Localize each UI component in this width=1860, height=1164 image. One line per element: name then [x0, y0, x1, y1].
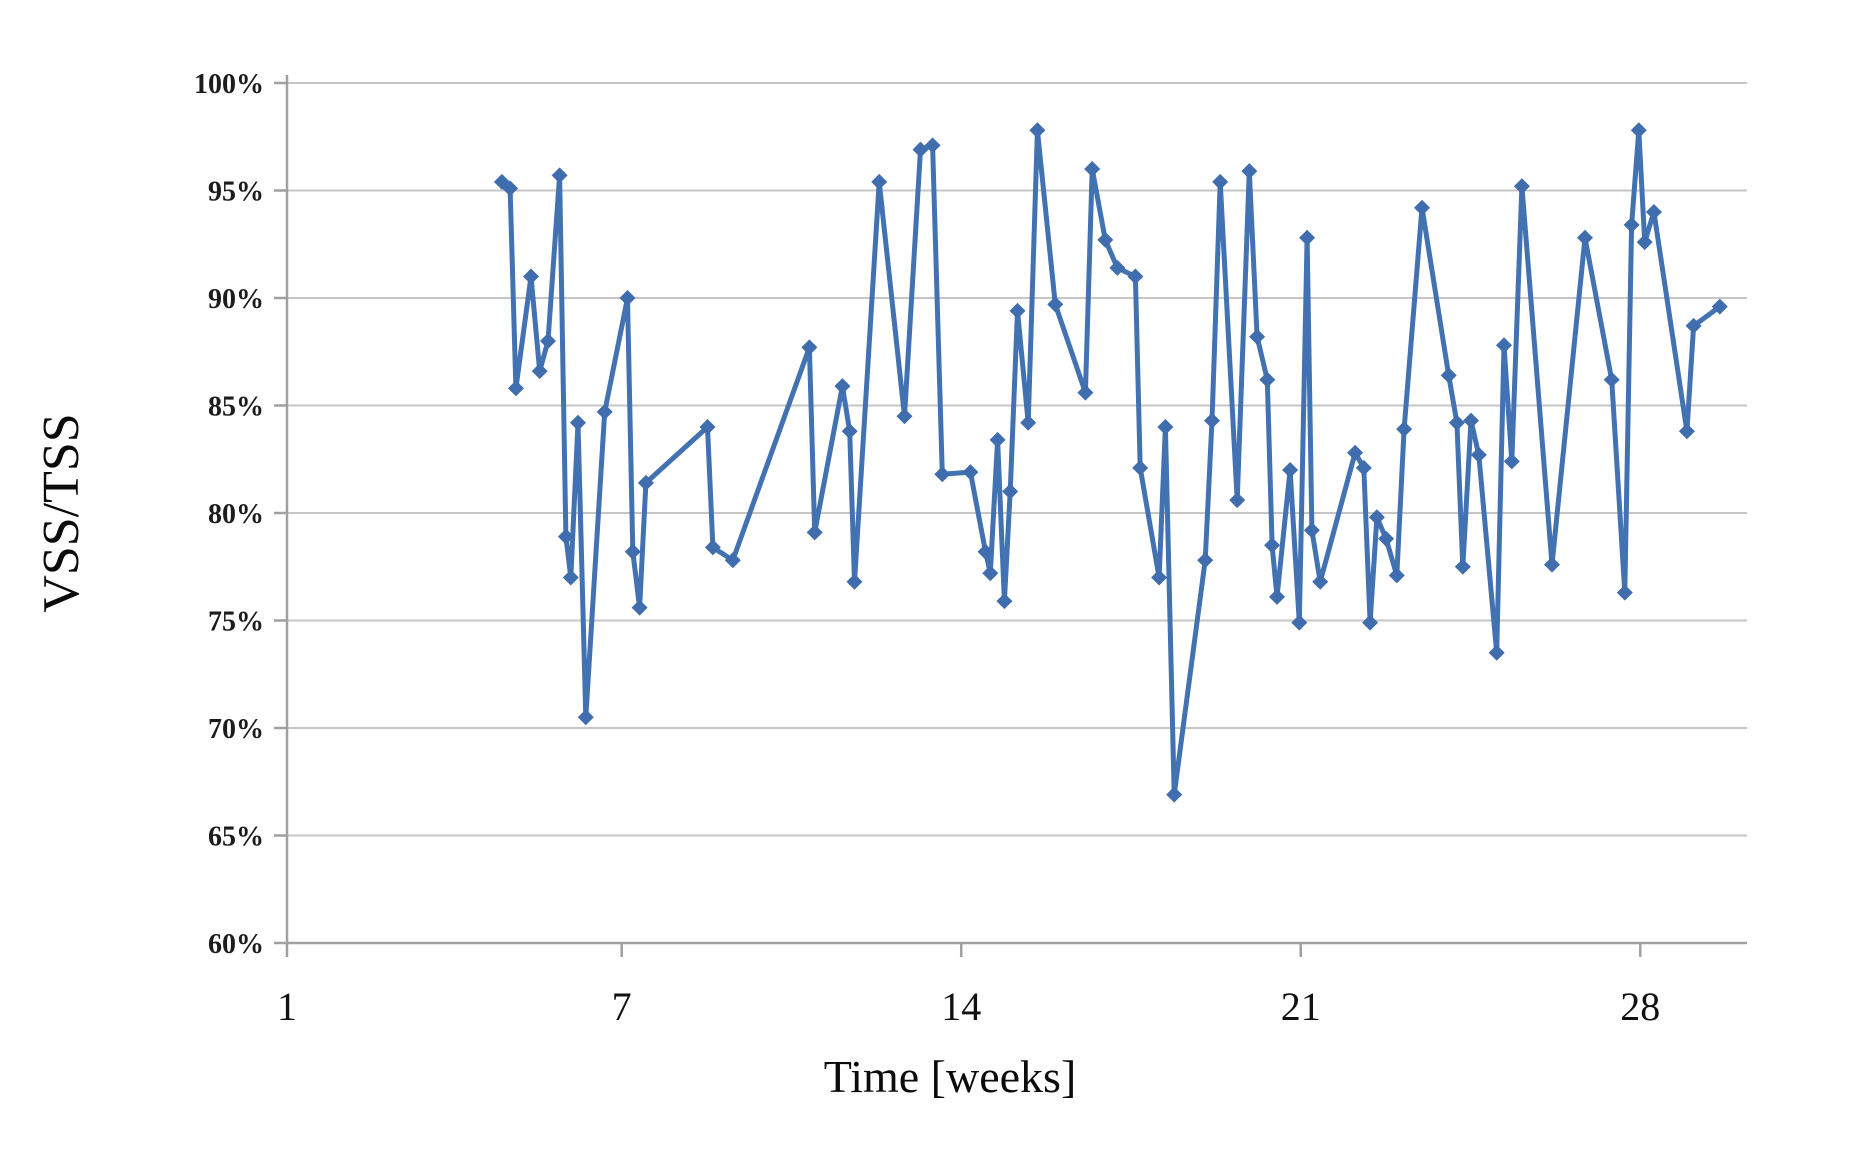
x-tick-label-1: 1	[277, 984, 297, 1029]
axes	[285, 75, 1747, 945]
y-tick-label-100: 100%	[194, 69, 264, 100]
y-axis-title: VSS/TSS	[33, 413, 90, 612]
y-tick-label-60: 60%	[208, 929, 264, 960]
x-axis-tick-labels: 1 7 14 21 28	[277, 984, 1660, 1029]
y-tick-label-80: 80%	[208, 499, 264, 530]
x-tick-label-7: 7	[612, 984, 632, 1029]
x-tick-label-21: 21	[1281, 984, 1321, 1029]
x-tick-label-14: 14	[941, 984, 981, 1029]
y-tick-label-75: 75%	[208, 607, 264, 638]
x-tick-label-28: 28	[1620, 984, 1660, 1029]
x-axis-title: Time [weeks]	[824, 1051, 1077, 1102]
y-tick-label-85: 85%	[208, 392, 264, 423]
gridlines	[287, 82, 1747, 837]
y-axis-tick-labels: 100% 95% 90% 85% 80% 75% 70% 65% 60%	[194, 69, 264, 960]
y-tick-label-65: 65%	[208, 822, 264, 853]
vss-tss-series-line	[499, 127, 1723, 798]
y-tick-label-70: 70%	[208, 714, 264, 745]
x-axis-ticks	[285, 943, 1642, 957]
y-tick-label-90: 90%	[208, 284, 264, 315]
y-tick-label-95: 95%	[208, 177, 264, 208]
data-series	[493, 122, 1728, 803]
y-axis-ticks	[274, 81, 287, 945]
